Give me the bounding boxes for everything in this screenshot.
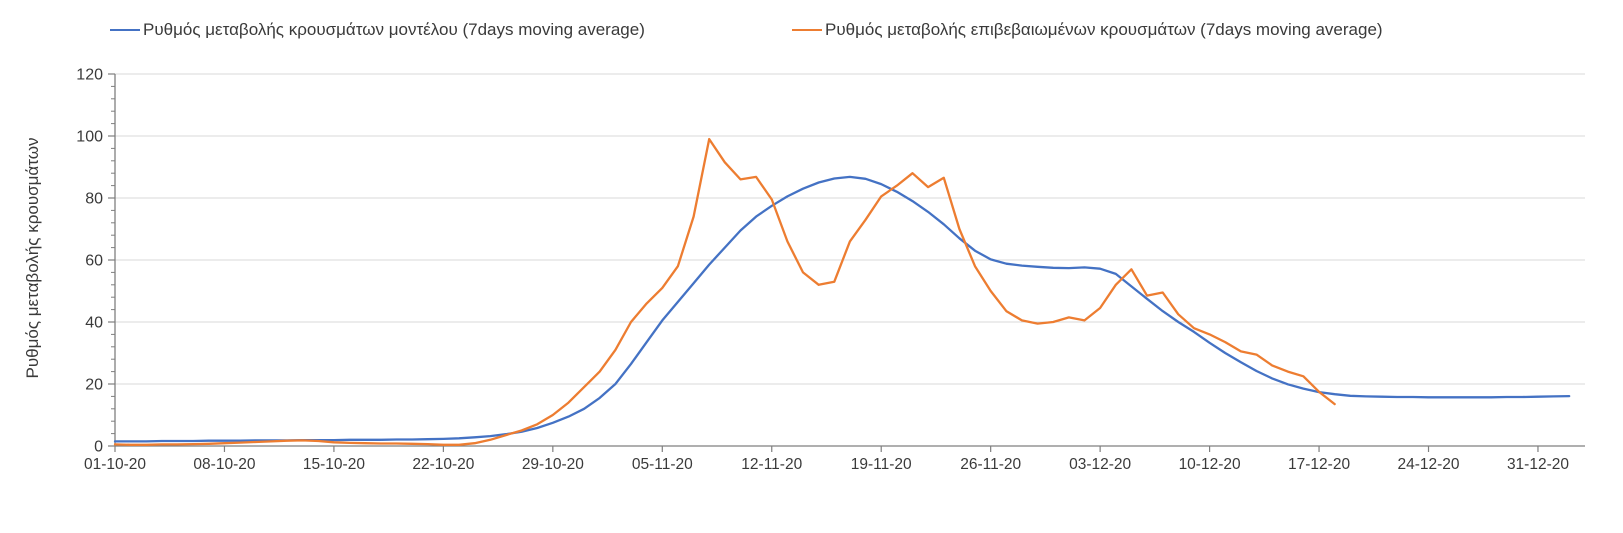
legend-line-marker-model	[110, 29, 140, 31]
x-tick-label: 05-11-20	[632, 456, 693, 473]
x-tick-label: 08-10-20	[193, 456, 255, 473]
y-tick-label: 40	[85, 315, 103, 332]
y-tick-label: 60	[85, 253, 103, 270]
x-tick-label: 17-12-20	[1288, 456, 1350, 473]
x-tick-label: 12-11-20	[741, 456, 802, 473]
series-line-model	[113, 175, 1571, 443]
y-tick-label: 20	[85, 377, 103, 394]
x-tick-label: 24-12-20	[1397, 456, 1459, 473]
y-tick-label: 100	[76, 129, 103, 146]
legend-line-marker-confirmed	[792, 29, 822, 31]
x-tick-label: 26-11-20	[960, 456, 1021, 473]
legend-label-model: Ρυθμός μεταβολής κρουσμάτων μοντέλου (7d…	[143, 20, 645, 39]
x-tick-label: 03-12-20	[1069, 456, 1131, 473]
legend-item-model: Ρυθμός μεταβολής κρουσμάτων μοντέλου (7d…	[110, 20, 645, 40]
series-line-confirmed	[113, 137, 1336, 446]
x-tick-label: 19-11-20	[851, 456, 912, 473]
x-tick-label: 29-10-20	[522, 456, 584, 473]
x-tick-label: 15-10-20	[303, 456, 365, 473]
y-tick-label: 80	[85, 191, 103, 208]
legend-item-confirmed: Ρυθμός μεταβολής επιβεβαιωμένων κρουσμάτ…	[792, 20, 1383, 40]
x-tick-label: 22-10-20	[412, 456, 474, 473]
x-tick-label: 01-10-20	[84, 456, 146, 473]
x-tick-label: 31-12-20	[1507, 456, 1569, 473]
x-tick-label: 10-12-20	[1179, 456, 1241, 473]
y-tick-label: 120	[76, 67, 103, 84]
chart-legend: Ρυθμός μεταβολής κρουσμάτων μοντέλου (7d…	[0, 0, 1623, 50]
y-tick-label: 0	[94, 439, 103, 456]
legend-label-confirmed: Ρυθμός μεταβολής επιβεβαιωμένων κρουσμάτ…	[825, 20, 1383, 39]
